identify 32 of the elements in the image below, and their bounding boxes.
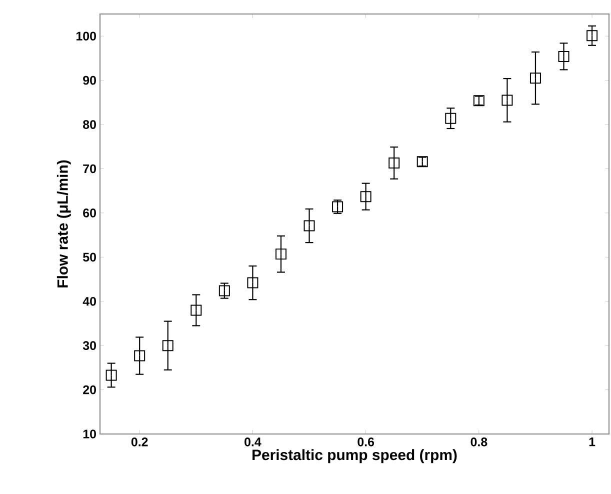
y-tick-label: 80 xyxy=(83,120,96,129)
y-tick-label: 40 xyxy=(82,296,96,306)
point xyxy=(502,94,513,106)
point xyxy=(134,350,146,362)
point xyxy=(445,112,456,124)
y-tick-label: 50 xyxy=(83,252,96,262)
x-tick-label: 1 xyxy=(589,438,596,446)
point xyxy=(275,248,286,260)
point xyxy=(162,340,174,352)
y-tick-label: 30 xyxy=(82,341,96,350)
point xyxy=(247,277,258,288)
y-tick-label: 90 xyxy=(83,76,96,85)
point xyxy=(218,285,230,296)
point xyxy=(190,304,202,316)
y-tick-label: 60 xyxy=(83,208,96,218)
y-tick-label: 100 xyxy=(76,32,96,41)
point xyxy=(586,30,598,42)
point xyxy=(106,370,117,381)
point xyxy=(304,220,315,232)
x-tick-label: 0.2 xyxy=(131,438,148,446)
point xyxy=(530,72,541,84)
x-tick-label: 0.6 xyxy=(358,438,374,446)
point xyxy=(558,50,570,62)
x-axis-title: Peristaltic pump speed (rpm) xyxy=(252,449,457,464)
point xyxy=(360,191,372,202)
y-tick-label: 70 xyxy=(83,164,96,174)
x-tick-label: 0.4 xyxy=(244,438,262,446)
y-tick-label: 10 xyxy=(83,430,96,438)
x-tick-label: 0.8 xyxy=(470,438,488,446)
point xyxy=(388,157,400,168)
y-tick-label: 20 xyxy=(83,385,96,394)
y-axis-title: Flow rate (μL/min) xyxy=(56,160,71,288)
